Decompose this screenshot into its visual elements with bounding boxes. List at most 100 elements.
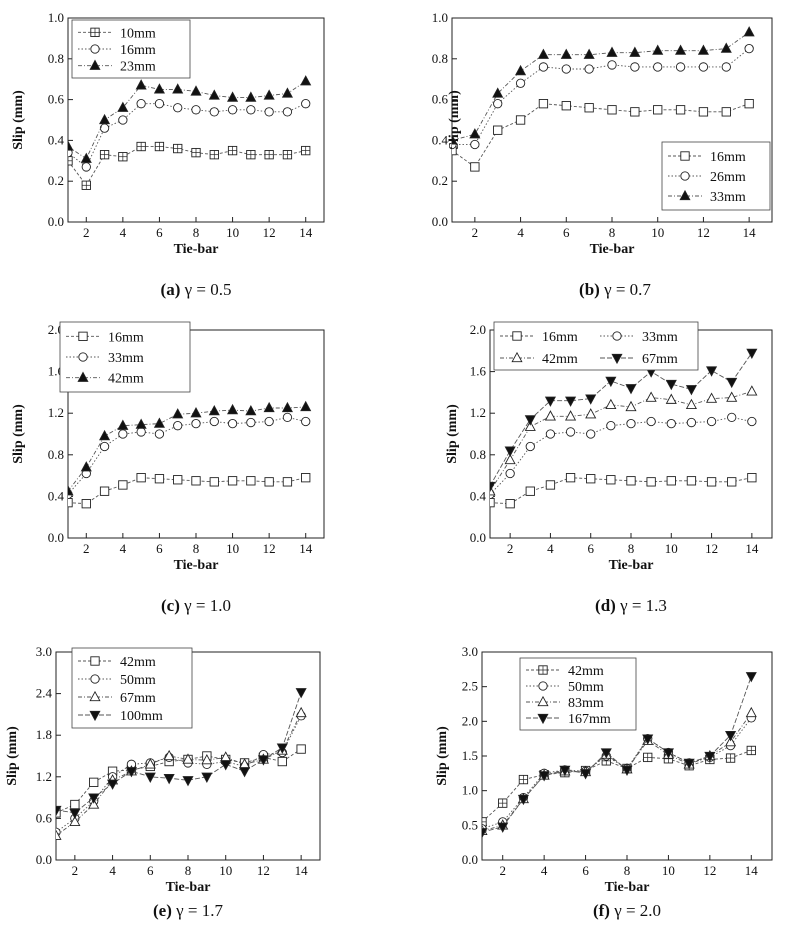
- y-tick-label: 0.5: [462, 817, 478, 832]
- y-tick-label: 0.4: [470, 488, 487, 503]
- data-point-23mm: [227, 91, 239, 102]
- data-point-42mm: [524, 420, 536, 431]
- x-tick-label: 14: [295, 863, 309, 878]
- data-point-16mm: [538, 99, 549, 109]
- data-point-23mm: [153, 83, 165, 94]
- data-point-67mm: [201, 754, 213, 765]
- legend-marker-33mm: [612, 331, 622, 341]
- x-tick-label: 12: [705, 541, 718, 556]
- data-point-16mm: [744, 99, 754, 109]
- data-point-16mm: [698, 107, 709, 117]
- data-point-67mm: [490, 481, 496, 493]
- x-tick-label: 8: [193, 541, 200, 556]
- data-point-33mm: [720, 42, 732, 53]
- data-point-67mm: [625, 384, 637, 395]
- y-tick-label: 0.6: [48, 92, 65, 107]
- data-point-16mm: [264, 107, 274, 117]
- x-tick-label: 12: [697, 225, 710, 240]
- y-tick-label: 0.4: [432, 132, 449, 147]
- x-axis-label: Tie-bar: [609, 558, 654, 573]
- series-group: [452, 26, 755, 172]
- legend-label: 42mm: [542, 352, 578, 367]
- legend-label: 16mm: [108, 330, 144, 345]
- panel-caption: (d) γ = 1.3: [595, 596, 667, 615]
- data-point-16mm: [209, 477, 219, 487]
- legend-label: 33mm: [642, 330, 678, 345]
- data-point-16mm: [173, 475, 183, 485]
- data-point-16mm: [246, 476, 256, 486]
- data-point-42mm: [605, 398, 617, 410]
- legend-marker-23mm: [89, 59, 101, 70]
- chart-panel-6: 2 4 6 8 10 12 14 0.0 0.5 1.0 1.5 2.0 2.5 3.0 Tie-bar Sl…: [435, 644, 773, 920]
- data-point-16mm: [666, 476, 676, 486]
- data-point-16mm: [505, 499, 515, 509]
- x-tick-label: 8: [609, 225, 616, 240]
- data-point-16mm: [81, 499, 91, 509]
- data-point-33mm: [606, 46, 618, 57]
- panel-caption: (c) γ = 1.0: [161, 596, 231, 615]
- data-point-100mm: [295, 688, 307, 699]
- data-point-42mm: [746, 385, 758, 396]
- data-point-33mm: [469, 128, 481, 139]
- data-point-33mm: [675, 44, 687, 55]
- data-point-67mm: [295, 706, 307, 718]
- caption-gamma: γ = 2.0: [610, 901, 661, 920]
- data-point-167mm: [642, 734, 654, 745]
- legend-marker-67mm: [611, 353, 623, 365]
- legend-label: 42mm: [568, 664, 604, 679]
- data-point-67mm: [726, 377, 738, 389]
- x-tick-label: 4: [547, 541, 554, 556]
- series-line-42mm: [490, 390, 752, 492]
- x-axis-label: Tie-bar: [166, 880, 211, 895]
- data-point-23mm: [99, 113, 111, 125]
- data-point-42mm: [190, 407, 202, 418]
- data-point-16mm: [154, 99, 165, 109]
- data-point-26mm: [584, 64, 594, 74]
- x-tick-label: 14: [743, 225, 757, 240]
- legend-label: 67mm: [642, 352, 678, 367]
- data-point-167mm: [745, 672, 757, 683]
- data-point-100mm: [88, 793, 100, 804]
- data-point-100mm: [220, 760, 232, 771]
- data-point-42mm: [68, 485, 74, 496]
- x-tick-label: 4: [541, 863, 548, 878]
- data-point-33mm: [525, 441, 535, 452]
- data-point-167mm: [482, 828, 488, 839]
- data-point-167mm: [683, 758, 695, 770]
- data-point-33mm: [545, 429, 556, 439]
- data-point-100mm: [201, 772, 213, 783]
- data-point-33mm: [747, 416, 757, 427]
- data-point-167mm: [600, 748, 612, 759]
- data-point-16mm: [209, 107, 219, 117]
- data-point-42mm: [277, 756, 287, 767]
- data-point-16mm: [675, 105, 686, 115]
- y-tick-label: 1.6: [470, 364, 487, 379]
- data-point-167mm: [538, 771, 550, 782]
- legend-label: 33mm: [108, 351, 144, 366]
- data-point-67mm: [163, 749, 175, 761]
- series-group: [68, 75, 312, 190]
- caption-letter: (a): [161, 280, 181, 299]
- data-point-83mm: [725, 735, 737, 747]
- data-point-42mm: [504, 453, 516, 465]
- data-point-67mm: [144, 758, 156, 769]
- data-point-33mm: [666, 418, 676, 429]
- data-point-42mm: [89, 777, 99, 787]
- data-point-16mm: [264, 477, 274, 487]
- data-point-33mm: [629, 46, 641, 57]
- legend-marker-16mm: [90, 44, 100, 54]
- y-tick-label: 1.0: [432, 10, 448, 25]
- data-point-42mm: [490, 485, 496, 496]
- data-point-42mm: [117, 419, 129, 430]
- data-point-23mm: [80, 152, 92, 163]
- data-point-23mm: [208, 89, 220, 100]
- legend-label: 100mm: [120, 709, 163, 724]
- legend-marker-100mm: [89, 710, 101, 722]
- y-axis-label: Slip (mm): [5, 726, 20, 786]
- data-point-100mm: [144, 772, 156, 783]
- data-point-16mm: [490, 497, 495, 508]
- data-point-33mm: [565, 427, 576, 437]
- data-point-33mm: [505, 468, 515, 479]
